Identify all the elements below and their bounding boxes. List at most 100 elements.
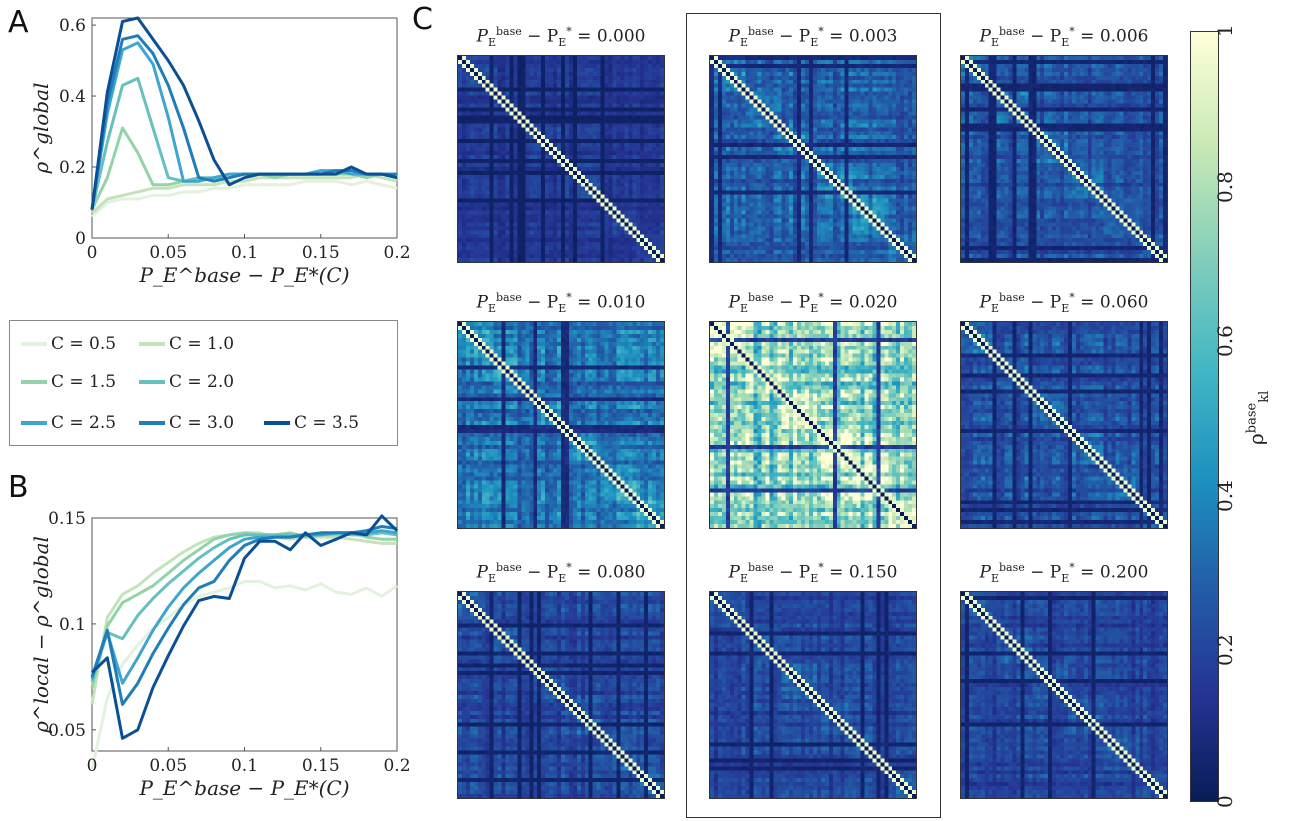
heatmap-title-subscript: E (558, 36, 567, 50)
heatmap-title-minus: − P (521, 562, 559, 583)
x-tick-label: 0.1 (231, 243, 258, 263)
legend-label: C = 1.0 (169, 334, 235, 354)
y-tick-label: 0.2 (59, 158, 86, 178)
heatmap-title-subscript: E (990, 36, 999, 50)
heatmap-title-superscript: base (747, 25, 774, 38)
heatmap-title-subscript: E (810, 302, 819, 316)
heatmap-matrix-6 (960, 321, 1168, 529)
colorbar-tick-label: 0.8 (1213, 171, 1237, 204)
colorbar-tick-label: 0.2 (1213, 633, 1237, 666)
heatmap-title-symbol: P (728, 562, 740, 583)
heatmap-title-value: = 0.010 (571, 292, 646, 313)
series-line-2 (90, 172, 398, 215)
heatmap-matrix-8 (709, 591, 917, 799)
heatmap-title-superscript: base (998, 561, 1025, 574)
heatmap-canvas (710, 56, 916, 262)
heatmap-canvas (961, 322, 1167, 528)
y-tick-label: 0.05 (48, 721, 86, 741)
heatmap-title-6: PEbase − PE* = 0.060 (944, 291, 1184, 315)
legend-swatch (21, 421, 47, 425)
legend-label: C = 3.0 (169, 413, 235, 433)
heatmap-matrix-3 (960, 55, 1168, 263)
legend-label: C = 1.5 (51, 372, 117, 392)
heatmap-title-superscript: * (818, 291, 824, 304)
heatmap-title-subscript: E (739, 36, 748, 50)
legend-label: C = 0.5 (51, 334, 117, 354)
heatmap-title-superscript: * (818, 25, 824, 38)
legend-swatch (21, 380, 47, 384)
colorbar (1190, 31, 1219, 802)
x-tick-label: 0.05 (149, 756, 187, 776)
heatmap-title-value: = 0.003 (823, 26, 898, 47)
heatmap-title-superscript: * (566, 25, 572, 38)
x-axis-label: P_E^base − P_E*(C) (138, 776, 349, 800)
legend-label: C = 2.0 (169, 372, 235, 392)
x-axis-label: P_E^base − P_E*(C) (138, 263, 349, 287)
heatmap-title-symbol: P (476, 562, 488, 583)
legend-swatch (139, 380, 165, 384)
heatmap-title-3: PEbase − PE* = 0.006 (944, 25, 1184, 49)
heatmap-title-minus: − P (521, 26, 559, 47)
colorbar-label-base: ρ (1244, 433, 1268, 445)
heatmap-title-7: PEbase − PE* = 0.080 (441, 561, 681, 585)
legend-entry-3: C = 1.5 (15, 367, 117, 397)
heatmap-title-value: = 0.006 (1074, 26, 1149, 47)
legend-entry-5: C = 2.5 (15, 408, 117, 438)
series-line-1 (90, 179, 398, 218)
heatmap-title-minus: − P (1024, 26, 1062, 47)
heatmap-title-2: PEbase − PE* = 0.003 (693, 25, 933, 49)
heatmap-title-superscript: base (998, 291, 1025, 304)
heatmap-title-subscript: E (487, 302, 496, 316)
heatmap-matrix-5 (709, 321, 917, 529)
heatmap-title-subscript: E (810, 36, 819, 50)
legend-entry-6: C = 3.0 (133, 408, 235, 438)
heatmap-title-superscript: * (566, 561, 572, 574)
y-tick-label: 0.4 (59, 87, 86, 107)
heatmap-title-minus: − P (521, 292, 559, 313)
heatmap-title-subscript: E (810, 572, 819, 586)
x-tick-label: 0 (87, 756, 98, 776)
heatmap-canvas (710, 592, 916, 798)
y-tick-label: 0.1 (59, 615, 86, 635)
heatmap-title-subscript: E (739, 302, 748, 316)
heatmap-title-value: = 0.080 (571, 562, 646, 583)
colorbar-tick-label: 1 (1213, 24, 1237, 37)
x-tick-label: 0.2 (383, 243, 410, 263)
legend-swatch (264, 421, 290, 425)
heatmap-title-5: PEbase − PE* = 0.020 (693, 291, 933, 315)
legend-swatch (139, 421, 165, 425)
heatmap-title-minus: − P (773, 26, 811, 47)
x-tick-label: 0.15 (302, 756, 340, 776)
heatmap-title-9: PEbase − PE* = 0.200 (944, 561, 1184, 585)
y-tick-label: 0.6 (59, 16, 86, 36)
heatmap-title-subscript: E (739, 572, 748, 586)
heatmap-title-superscript: base (998, 25, 1025, 38)
legend: C = 0.5 C = 1.0 C = 1.5 C = 2.0 C = 2.5 C = 3… (9, 320, 398, 446)
heatmap-title-subscript: E (558, 572, 567, 586)
heatmap-title-subscript: E (487, 36, 496, 50)
heatmap-title-symbol: P (979, 26, 991, 47)
heatmap-title-superscript: * (1069, 291, 1075, 304)
heatmap-canvas (961, 56, 1167, 262)
panel-letter-a: A (8, 5, 29, 40)
heatmap-title-superscript: base (495, 561, 522, 574)
heatmap-title-8: PEbase − PE* = 0.150 (693, 561, 933, 585)
panel-letter-c: C (412, 2, 433, 37)
heatmap-canvas (458, 56, 664, 262)
colorbar-tick-label: 0.6 (1213, 325, 1237, 358)
heatmap-title-value: = 0.200 (1074, 562, 1149, 583)
legend-swatch (139, 342, 165, 346)
heatmap-title-symbol: P (476, 26, 488, 47)
heatmap-title-4: PEbase − PE* = 0.010 (441, 291, 681, 315)
heatmap-canvas (710, 322, 916, 528)
heatmap-title-superscript: * (1069, 561, 1075, 574)
heatmap-title-symbol: P (979, 562, 991, 583)
y-tick-label: 0 (75, 229, 86, 249)
heatmap-title-subscript: E (990, 302, 999, 316)
heatmap-matrix-7 (457, 591, 665, 799)
colorbar-tick-label: 0 (1213, 795, 1237, 808)
series-line-1 (90, 580, 398, 771)
series-line-6 (90, 525, 398, 706)
colorbar-label-sub: kl (1257, 390, 1272, 403)
heatmap-title-superscript: base (495, 25, 522, 38)
